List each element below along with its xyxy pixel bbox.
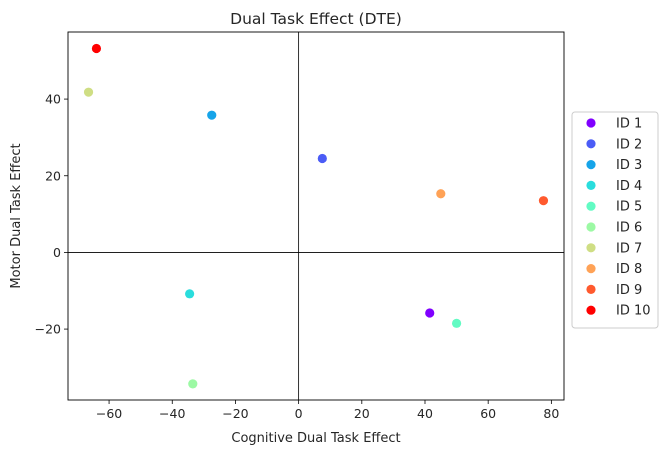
plot-area <box>67 31 565 401</box>
legend-marker-4 <box>586 180 596 190</box>
legend-marker-2 <box>586 139 596 149</box>
legend-box <box>571 111 659 329</box>
data-point-4 <box>185 289 195 299</box>
legend-marker-6 <box>586 222 596 232</box>
legend-label-7: ID 7 <box>616 241 642 256</box>
x-tick-label: −60 <box>96 406 122 421</box>
legend-marker-10 <box>586 305 596 315</box>
x-axis: −60 −40 −20 0 20 40 60 80 <box>96 400 559 421</box>
legend: ID 1 ID 2 ID 3 ID 4 ID 5 ID 6 ID 7 ID 8 ID 9 ID 1… <box>571 111 659 329</box>
y-tick-label: 40 <box>45 92 61 107</box>
chart-title: Dual Task Effect (DTE) <box>230 10 402 28</box>
x-tick-label: 20 <box>354 406 370 421</box>
data-point-1 <box>425 308 435 318</box>
y-tick-label: 0 <box>53 245 61 260</box>
legend-label-3: ID 3 <box>616 158 642 173</box>
y-axis: −20 0 20 40 <box>35 92 68 337</box>
legend-label-10: ID 10 <box>616 304 651 319</box>
y-tick-label: 20 <box>45 168 61 183</box>
x-tick-label: −20 <box>222 406 248 421</box>
data-point-9 <box>538 196 549 206</box>
legend-label-6: ID 6 <box>616 221 642 236</box>
legend-label-2: ID 2 <box>616 137 642 152</box>
data-point-2 <box>317 153 327 164</box>
plot-frame <box>67 31 565 401</box>
legend-label-5: ID 5 <box>616 200 642 215</box>
data-point-6 <box>188 379 198 389</box>
x-axis-label: Cognitive Dual Task Effect <box>231 431 400 446</box>
y-axis-label: Motor Dual Task Effect <box>9 143 24 288</box>
x-tick-label: −40 <box>159 406 185 421</box>
data-point-3 <box>207 110 217 120</box>
legend-label-4: ID 4 <box>616 179 642 194</box>
x-tick-label: 60 <box>480 406 496 421</box>
legend-marker-8 <box>586 264 596 274</box>
data-point-10 <box>91 43 102 54</box>
data-point-7 <box>83 87 94 97</box>
legend-marker-5 <box>586 201 596 211</box>
legend-marker-1 <box>586 118 596 128</box>
data-point-8 <box>436 189 446 199</box>
legend-marker-3 <box>586 160 596 170</box>
x-tick-label: 0 <box>295 406 303 421</box>
legend-label-9: ID 9 <box>616 283 642 298</box>
data-point-5 <box>451 318 462 328</box>
legend-marker-9 <box>586 284 596 294</box>
x-tick-label: 80 <box>543 406 559 421</box>
legend-marker-7 <box>586 243 596 253</box>
legend-label-8: ID 8 <box>616 262 642 277</box>
y-tick-label: −20 <box>35 322 61 337</box>
x-tick-label: 40 <box>417 406 433 421</box>
legend-label-1: ID 1 <box>616 117 642 132</box>
